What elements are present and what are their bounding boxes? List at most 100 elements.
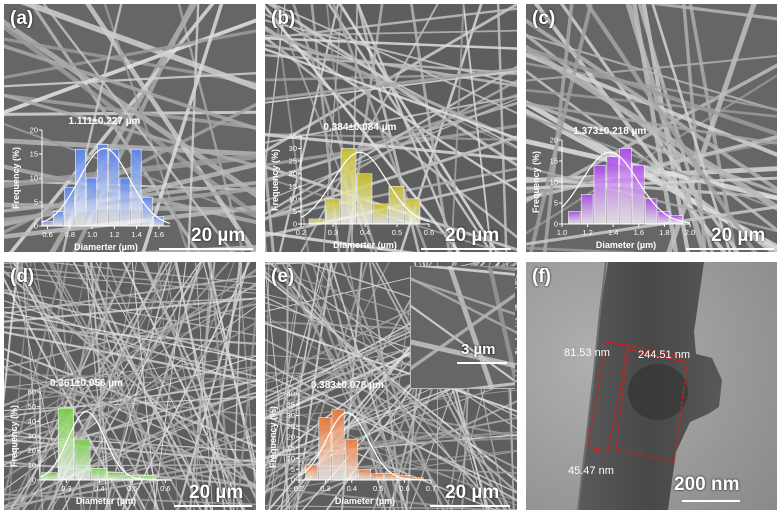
y-tick-label: 20 bbox=[287, 433, 295, 442]
histogram-bar bbox=[52, 211, 64, 227]
measurement-label-1: 81.53 nm bbox=[564, 347, 610, 359]
histogram-bar bbox=[619, 148, 632, 225]
histogram-bar bbox=[308, 218, 325, 225]
y-axis-label: Frequency (%) bbox=[11, 147, 21, 209]
x-tick-label: 0.6 bbox=[399, 484, 409, 493]
x-tick-label: 0.3 bbox=[320, 484, 330, 493]
histogram-bar bbox=[568, 211, 581, 225]
tem-fiber-image: 81.53 nm 244.51 nm 45.47 nm bbox=[526, 262, 777, 510]
distribution-annotation: 1.111±0.227 µm bbox=[69, 116, 141, 127]
histogram-bar bbox=[372, 203, 389, 225]
sem-fiber-image-d bbox=[4, 262, 256, 510]
x-tick-label: 1.4 bbox=[608, 228, 618, 237]
y-tick-label: 0 bbox=[291, 476, 295, 485]
y-tick-label: 30 bbox=[289, 144, 297, 153]
x-tick-label: 0.2 bbox=[296, 228, 306, 237]
scale-label-d: 20 µm bbox=[189, 482, 244, 503]
y-tick-label: 25 bbox=[287, 422, 295, 431]
histogram-e: 0.2 0.3 0.4 0.5 0.6 0.70510152025303540Diamet… bbox=[268, 380, 436, 506]
histogram-bar bbox=[305, 464, 319, 481]
x-tick-label: 0.8 bbox=[65, 230, 75, 239]
y-tick-label: 30 bbox=[287, 411, 295, 420]
x-tick-label: 2.0 bbox=[685, 228, 695, 237]
histogram-c: 1.0 1.2 1.4 1.6 1.8 2.0 0 5 10 15 20 Diameter (µm) F… bbox=[531, 126, 695, 250]
inset-zoom-region: 3 µm bbox=[410, 266, 515, 389]
measurement-label-2: 244.51 nm bbox=[638, 349, 690, 361]
x-tick-label: 0.6 bbox=[160, 484, 170, 493]
y-tick-label: 40 bbox=[28, 417, 36, 426]
histogram-bar bbox=[593, 164, 607, 225]
sem-fiber-image-b bbox=[265, 4, 517, 252]
y-tick-label: 0 bbox=[34, 222, 38, 231]
x-tick-label: 1.2 bbox=[109, 230, 119, 239]
x-tick-label: 1.4 bbox=[131, 230, 141, 239]
panel-label-a: (a) bbox=[10, 8, 34, 29]
x-tick-label: 0.5 bbox=[127, 484, 137, 493]
histogram-bar bbox=[356, 173, 373, 225]
x-tick-label: 0.5 bbox=[392, 228, 402, 237]
histogram-bar bbox=[86, 177, 97, 227]
panel-label-d: (d) bbox=[10, 266, 35, 287]
y-axis-label: Frequency (%) bbox=[268, 406, 278, 468]
y-tick-label: 5 bbox=[554, 199, 558, 208]
histogram-bar bbox=[404, 198, 421, 225]
histogram-bar bbox=[119, 177, 131, 227]
inset-fiber-image bbox=[411, 266, 515, 388]
y-tick-label: 15 bbox=[550, 157, 558, 166]
inset-scale-label: 3 µm bbox=[461, 341, 496, 358]
y-tick-label: 0 bbox=[32, 476, 36, 485]
panel-label-e: (e) bbox=[271, 266, 295, 287]
y-tick-label: 35 bbox=[287, 400, 295, 409]
histogram-bar bbox=[644, 198, 658, 225]
scale-bar-f bbox=[682, 500, 740, 502]
x-tick-label: 0.3 bbox=[328, 228, 338, 237]
y-tick-label: 25 bbox=[289, 157, 297, 166]
panel-a: (a) 0.6 0.8 1.0 1.2 1.4 1.6 0 5 10 15 20 Diamerter … bbox=[4, 4, 256, 252]
measurement-overlay bbox=[587, 341, 689, 463]
scale-label-f: 200 nm bbox=[674, 474, 740, 495]
x-tick-label: 0.2 bbox=[294, 484, 304, 493]
y-tick-label: 20 bbox=[30, 126, 38, 135]
scale-bar-b bbox=[421, 248, 511, 250]
y-tick-label: 5 bbox=[34, 198, 38, 207]
histogram-bar bbox=[580, 194, 594, 225]
measurement-label-3: 45.47 nm bbox=[568, 465, 614, 477]
y-tick-label: 0 bbox=[554, 220, 558, 229]
scale-label-e: 20 µm bbox=[445, 482, 500, 503]
histogram-bar bbox=[130, 148, 142, 227]
x-tick-label: 1.2 bbox=[582, 228, 592, 237]
y-tick-label: 15 bbox=[287, 443, 295, 452]
histogram-bar bbox=[606, 156, 619, 225]
x-axis-label: Diamerter (µm) bbox=[333, 240, 397, 250]
distribution-annotation: 0.361±0.056 µm bbox=[50, 378, 123, 389]
panel-label-f: (f) bbox=[532, 266, 551, 287]
x-tick-label: 0.4 bbox=[347, 484, 357, 493]
y-tick-label: 20 bbox=[28, 446, 36, 455]
histogram-b: 0.2 0.3 0.4 0.5 0.6 0 5 10 15 20 25 30 35 Diamerter (… bbox=[270, 122, 434, 250]
x-tick-label: 1.8 bbox=[659, 228, 669, 237]
x-tick-label: 0.6 bbox=[424, 228, 434, 237]
scale-bar-d bbox=[174, 505, 252, 507]
x-tick-label: 0.4 bbox=[94, 484, 104, 493]
histogram-bar bbox=[324, 198, 341, 225]
histogram-d: 0.3 0.4 0.5 0.6 0 10 20 30 40 50 60 Diameter (µm) Fr… bbox=[9, 378, 172, 506]
y-tick-label: 5 bbox=[291, 465, 295, 474]
scale-bar-c bbox=[686, 248, 774, 250]
histogram-bar bbox=[90, 467, 107, 481]
y-tick-label: 15 bbox=[30, 150, 38, 159]
x-tick-label: 1.6 bbox=[154, 230, 164, 239]
y-tick-label: 20 bbox=[289, 169, 297, 178]
distribution-annotation: 0.383±0.078 µm bbox=[311, 380, 384, 391]
scale-label-b: 20 µm bbox=[445, 225, 500, 246]
histogram-bar bbox=[371, 473, 385, 481]
scale-bar-e bbox=[430, 505, 510, 507]
panel-c: (c) 1.0 1.2 1.4 1.6 1.8 2.0 0 5 10 15 20 Diameter (… bbox=[526, 4, 777, 252]
distribution-annotation: 0.384±0.084 µm bbox=[323, 122, 396, 133]
x-tick-label: 1.6 bbox=[634, 228, 644, 237]
histogram-bar bbox=[75, 148, 86, 227]
histogram-bar bbox=[107, 472, 124, 481]
x-tick-label: 0.3 bbox=[61, 484, 71, 493]
gaussian-fit-curve bbox=[561, 151, 691, 224]
x-tick-label: 1.0 bbox=[87, 230, 97, 239]
histogram-bar bbox=[41, 472, 58, 481]
